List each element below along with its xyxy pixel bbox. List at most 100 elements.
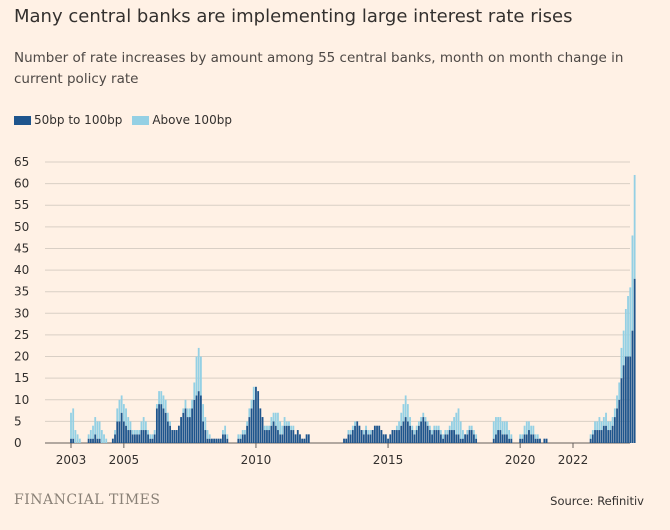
bar-above-100bp	[439, 430, 442, 435]
bar-above-100bp	[268, 425, 271, 431]
ft-logo: FINANCIAL TIMES	[14, 492, 161, 508]
bar-50-100bp	[70, 438, 72, 443]
bar-50-100bp	[510, 438, 513, 443]
bar-50-100bp	[98, 438, 101, 443]
bar-50-100bp	[252, 399, 255, 443]
bar-above-100bp	[444, 430, 447, 435]
bar-above-100bp	[292, 425, 295, 431]
bar-50-100bp	[186, 417, 189, 443]
bar-50-100bp	[200, 395, 202, 443]
bar-50-100bp	[164, 412, 167, 443]
y-tick-label: 30	[14, 306, 29, 320]
bar-above-100bp	[433, 425, 436, 431]
bar-50-100bp	[451, 430, 453, 443]
y-tick-label: 10	[14, 393, 29, 407]
bar-50-100bp	[448, 430, 451, 443]
x-tick-label: 2020	[505, 453, 536, 467]
bar-above-100bp	[72, 408, 75, 439]
bars	[70, 174, 636, 443]
bar-50-100bp	[250, 408, 253, 443]
bar-above-100bp	[437, 425, 440, 431]
bar-above-100bp	[226, 434, 229, 439]
bar-above-100bp	[448, 425, 451, 431]
bar-50-100bp	[133, 434, 136, 443]
bar-50-100bp	[177, 425, 180, 443]
bar-50-100bp	[459, 438, 462, 443]
bar-50-100bp	[136, 434, 138, 443]
bar-above-100bp	[409, 417, 411, 426]
bar-above-100bp	[367, 430, 370, 435]
bar-50-100bp	[589, 438, 592, 443]
bar-above-100bp	[349, 430, 352, 435]
bar-50-100bp	[87, 438, 90, 443]
bar-above-100bp	[142, 417, 145, 431]
bar-above-100bp	[596, 421, 599, 431]
bar-above-100bp	[200, 356, 202, 396]
y-tick-label: 5	[14, 414, 22, 428]
bar-50-100bp	[259, 408, 262, 443]
bar-above-100bp	[354, 421, 356, 426]
bar-above-100bp	[475, 434, 478, 439]
x-tick-label: 2015	[373, 453, 404, 467]
bar-above-100bp	[631, 235, 634, 331]
bar-above-100bp	[118, 399, 121, 422]
bar-above-100bp	[263, 425, 266, 431]
bar-50-100bp	[92, 438, 94, 443]
bar-50-100bp	[149, 438, 152, 443]
bar-50-100bp	[226, 438, 229, 443]
bar-50-100bp	[94, 434, 97, 443]
bar-above-100bp	[250, 399, 253, 409]
bar-50-100bp	[404, 417, 407, 443]
bar-above-100bp	[166, 412, 169, 422]
bar-50-100bp	[206, 438, 209, 443]
y-tick-label: 40	[14, 263, 29, 277]
bar-above-100bp	[98, 421, 101, 439]
bar-50-100bp	[222, 434, 224, 443]
bar-above-100bp	[237, 434, 240, 439]
bar-50-100bp	[457, 434, 460, 443]
bar-above-100bp	[404, 395, 407, 418]
bar-above-100bp	[609, 421, 612, 431]
legend-item-above-100: Above 100bp	[132, 113, 232, 127]
bar-50-100bp	[602, 425, 605, 443]
bar-above-100bp	[138, 430, 141, 435]
chart-subtitle: Number of rate increases by amount among…	[14, 50, 624, 87]
bar-above-100bp	[417, 421, 420, 426]
bar-50-100bp	[596, 430, 599, 443]
bar-above-100bp	[206, 430, 209, 439]
y-tick-label: 25	[14, 328, 29, 342]
y-tick-label: 45	[14, 241, 29, 255]
bar-50-100bp	[96, 438, 99, 443]
bar-50-100bp	[290, 430, 293, 443]
bar-above-100bp	[277, 412, 279, 431]
bar-above-100bp	[424, 417, 427, 422]
bar-50-100bp	[406, 421, 409, 443]
bar-50-100bp	[376, 425, 378, 443]
bar-50-100bp	[413, 434, 416, 443]
bar-50-100bp	[373, 425, 376, 443]
bar-above-100bp	[457, 408, 460, 435]
y-tick-label: 55	[14, 198, 29, 212]
bar-50-100bp	[519, 438, 522, 443]
bar-50-100bp	[521, 438, 524, 443]
bar-above-100bp	[435, 425, 438, 431]
bar-above-100bp	[151, 434, 154, 439]
bar-above-100bp	[285, 421, 288, 426]
bar-50-100bp	[171, 430, 174, 443]
bar-above-100bp	[193, 382, 196, 400]
bar-above-100bp	[76, 434, 79, 443]
bar-50-100bp	[182, 412, 185, 443]
legend-label-above-100: Above 100bp	[152, 113, 232, 127]
bar-above-100bp	[155, 404, 158, 409]
bar-above-100bp	[442, 434, 444, 439]
bar-50-100bp	[431, 434, 433, 443]
bar-50-100bp	[351, 430, 354, 443]
bar-above-100bp	[184, 399, 187, 409]
bar-50-100bp	[629, 356, 632, 443]
bar-above-100bp	[274, 412, 277, 426]
bar-50-100bp	[263, 430, 266, 443]
bar-above-100bp	[508, 430, 511, 439]
bar-50-100bp	[433, 430, 436, 443]
legend-swatch-50-100	[14, 115, 31, 125]
bar-50-100bp	[217, 438, 220, 443]
